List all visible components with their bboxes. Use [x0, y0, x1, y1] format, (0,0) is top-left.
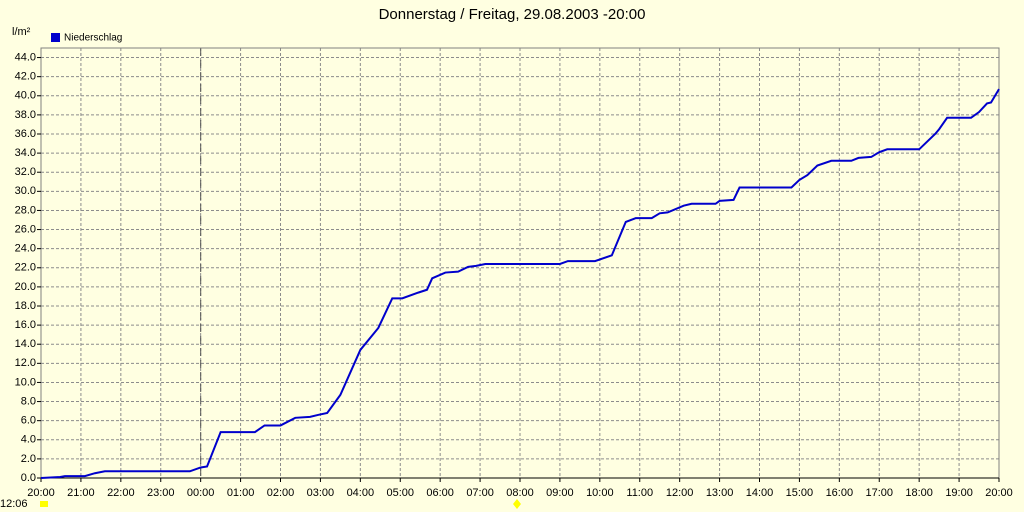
x-tick-label: 12:00: [666, 487, 694, 499]
y-tick-label: 40.0: [15, 90, 36, 102]
x-tick-label: 20:00: [27, 487, 55, 499]
y-tick-label: 42.0: [15, 71, 36, 83]
x-tick-label: 05:00: [386, 487, 414, 499]
x-tick-label: 16:00: [826, 487, 854, 499]
x-tick-label: 06:00: [426, 487, 454, 499]
x-tick-label: 11:00: [626, 487, 653, 499]
y-tick-label: 8.0: [21, 395, 36, 407]
x-tick-label: 22:00: [107, 487, 135, 499]
x-tick-label: 14:00: [746, 487, 774, 499]
y-tick-label: 14.0: [15, 338, 36, 350]
x-tick-label: 23:00: [147, 487, 175, 499]
x-tick-label: 18:00: [905, 487, 933, 499]
y-tick-label: 32.0: [15, 166, 36, 178]
x-tick-label: 01:00: [227, 487, 255, 499]
chart-title: Donnerstag / Freitag, 29.08.2003 -20:00: [379, 6, 646, 23]
y-tick-label: 22.0: [15, 262, 36, 274]
grid: [40, 48, 1000, 479]
x-tick-label: 03:00: [307, 487, 335, 499]
y-tick-label: 44.0: [15, 51, 36, 63]
x-tick-label: 04:00: [347, 487, 375, 499]
x-tick-label: 08:00: [506, 487, 534, 499]
x-tick-label: 19:00: [945, 487, 973, 499]
x-tick-label: 17:00: [865, 487, 893, 499]
x-tick-label: 02:00: [267, 487, 295, 499]
y-tick-label: 16.0: [15, 319, 36, 331]
x-tick-label: 21:00: [67, 487, 95, 499]
x-tick-label: 20:00: [985, 487, 1013, 499]
y-tick-label: 10.0: [15, 376, 36, 388]
y-tick-label: 0.0: [21, 472, 36, 484]
y-axis-label: l/m²: [12, 26, 31, 38]
x-tick-label: 09:00: [546, 487, 574, 499]
marker: [40, 501, 48, 507]
y-tick-label: 38.0: [15, 109, 36, 121]
y-tick-label: 36.0: [15, 128, 36, 140]
legend-swatch: [51, 33, 60, 42]
y-tick-label: 2.0: [21, 453, 36, 465]
y-tick-label: 20.0: [15, 281, 36, 293]
x-tick-label: 10:00: [586, 487, 614, 499]
x-tick-label: 00:00: [187, 487, 215, 499]
y-tick-label: 34.0: [15, 147, 36, 159]
marker: [513, 499, 521, 509]
y-tick-label: 28.0: [15, 204, 36, 216]
y-tick-label: 26.0: [15, 223, 36, 235]
legend-label: Niederschlag: [64, 33, 122, 44]
y-tick-label: 6.0: [21, 415, 36, 427]
x-tick-label: 07:00: [466, 487, 494, 499]
y-tick-label: 12.0: [15, 357, 36, 369]
x-tick-label: 13:00: [706, 487, 734, 499]
y-tick-label: 30.0: [15, 185, 36, 197]
annotation: 12:06: [0, 498, 28, 510]
data-line: [40, 88, 1000, 479]
y-tick-label: 24.0: [15, 243, 36, 255]
y-tick-label: 4.0: [21, 434, 36, 446]
y-tick-label: 18.0: [15, 300, 36, 312]
x-tick-label: 15:00: [786, 487, 814, 499]
